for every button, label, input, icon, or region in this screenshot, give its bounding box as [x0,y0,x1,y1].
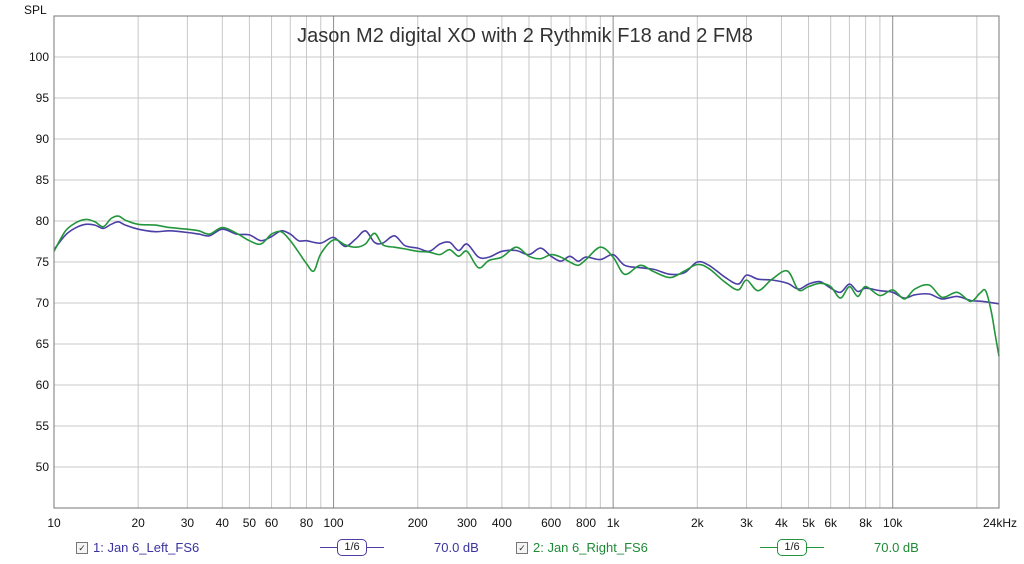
legend-series-1-name: 1: Jan 6_Left_FS6 [93,540,200,555]
smoothing-label: 1/6 [337,539,367,556]
x-tick-label: 40 [216,516,230,530]
y-tick-label: 55 [36,419,50,433]
x-tick-label: 60 [265,516,279,530]
grid [53,15,999,509]
y-tick-label: 50 [36,460,50,474]
x-tick-label: 600 [541,516,561,530]
legend-item-series-1[interactable]: ✓ 1: Jan 6_Left_FS6 [76,540,199,555]
x-tick-label: 4k [775,516,789,530]
legend-series-2-offset: 70.0 dB [874,540,919,555]
y-tick-label: 100 [29,50,49,64]
x-tick-label: 5k [802,516,816,530]
y-tick-labels: 100 95 90 85 80 75 70 65 60 55 50 [29,50,49,474]
y-tick-label: 75 [36,255,50,269]
chart-title: Jason M2 digital XO with 2 Rythmik F18 a… [297,25,753,47]
x-tick-label: 10 [47,516,61,530]
x-tick-label: 3k [740,516,754,530]
x-tick-label: 100 [324,516,344,530]
legend-series-1-offset: 70.0 dB [434,540,479,555]
y-axis-label: SPL [24,3,47,17]
legend-series-1-smoothing[interactable]: 1/6 [320,538,384,556]
x-tick-label: 20 [131,516,145,530]
series-lines [53,215,1000,357]
x-tick-label: 1k [607,516,621,530]
y-tick-label: 95 [36,91,50,105]
legend-series-2-name: 2: Jan 6_Right_FS6 [533,540,648,555]
y-tick-label: 85 [36,173,50,187]
x-tick-label: 300 [457,516,477,530]
legend: ✓ 1: Jan 6_Left_FS6 1/6 70.0 dB ✓ 2: Jan… [0,536,1024,562]
legend-series-2-smoothing[interactable]: 1/6 [760,538,824,556]
smoothing-label: 1/6 [777,539,807,556]
y-tick-label: 80 [36,214,50,228]
y-tick-label: 65 [36,337,50,351]
x-tick-label: 2k [691,516,705,530]
legend-item-series-2[interactable]: ✓ 2: Jan 6_Right_FS6 [516,540,648,555]
x-tick-label: 50 [243,516,257,530]
x-tick-label: 400 [492,516,512,530]
y-tick-label: 60 [36,378,50,392]
y-tick-label: 70 [36,296,50,310]
plot-frame [53,15,1000,509]
x-tick-label: 200 [408,516,428,530]
x-tick-label: 8k [859,516,873,530]
y-tick-label: 90 [36,132,50,146]
x-tick-label: 6k [824,516,838,530]
x-tick-label: 80 [300,516,314,530]
x-tick-label: 24kHz [983,516,1017,530]
x-tick-label: 800 [576,516,596,530]
x-tick-label: 30 [181,516,195,530]
series-line-2 [53,215,1000,357]
x-tick-label: 10k [883,516,903,530]
x-tick-labels: 10 20 30 40 50 60 80 100 200 300 400 600 800 1k 2k 3k 4k… [47,516,1017,530]
checkbox-icon[interactable]: ✓ [76,541,88,554]
checkbox-icon[interactable]: ✓ [516,541,528,554]
